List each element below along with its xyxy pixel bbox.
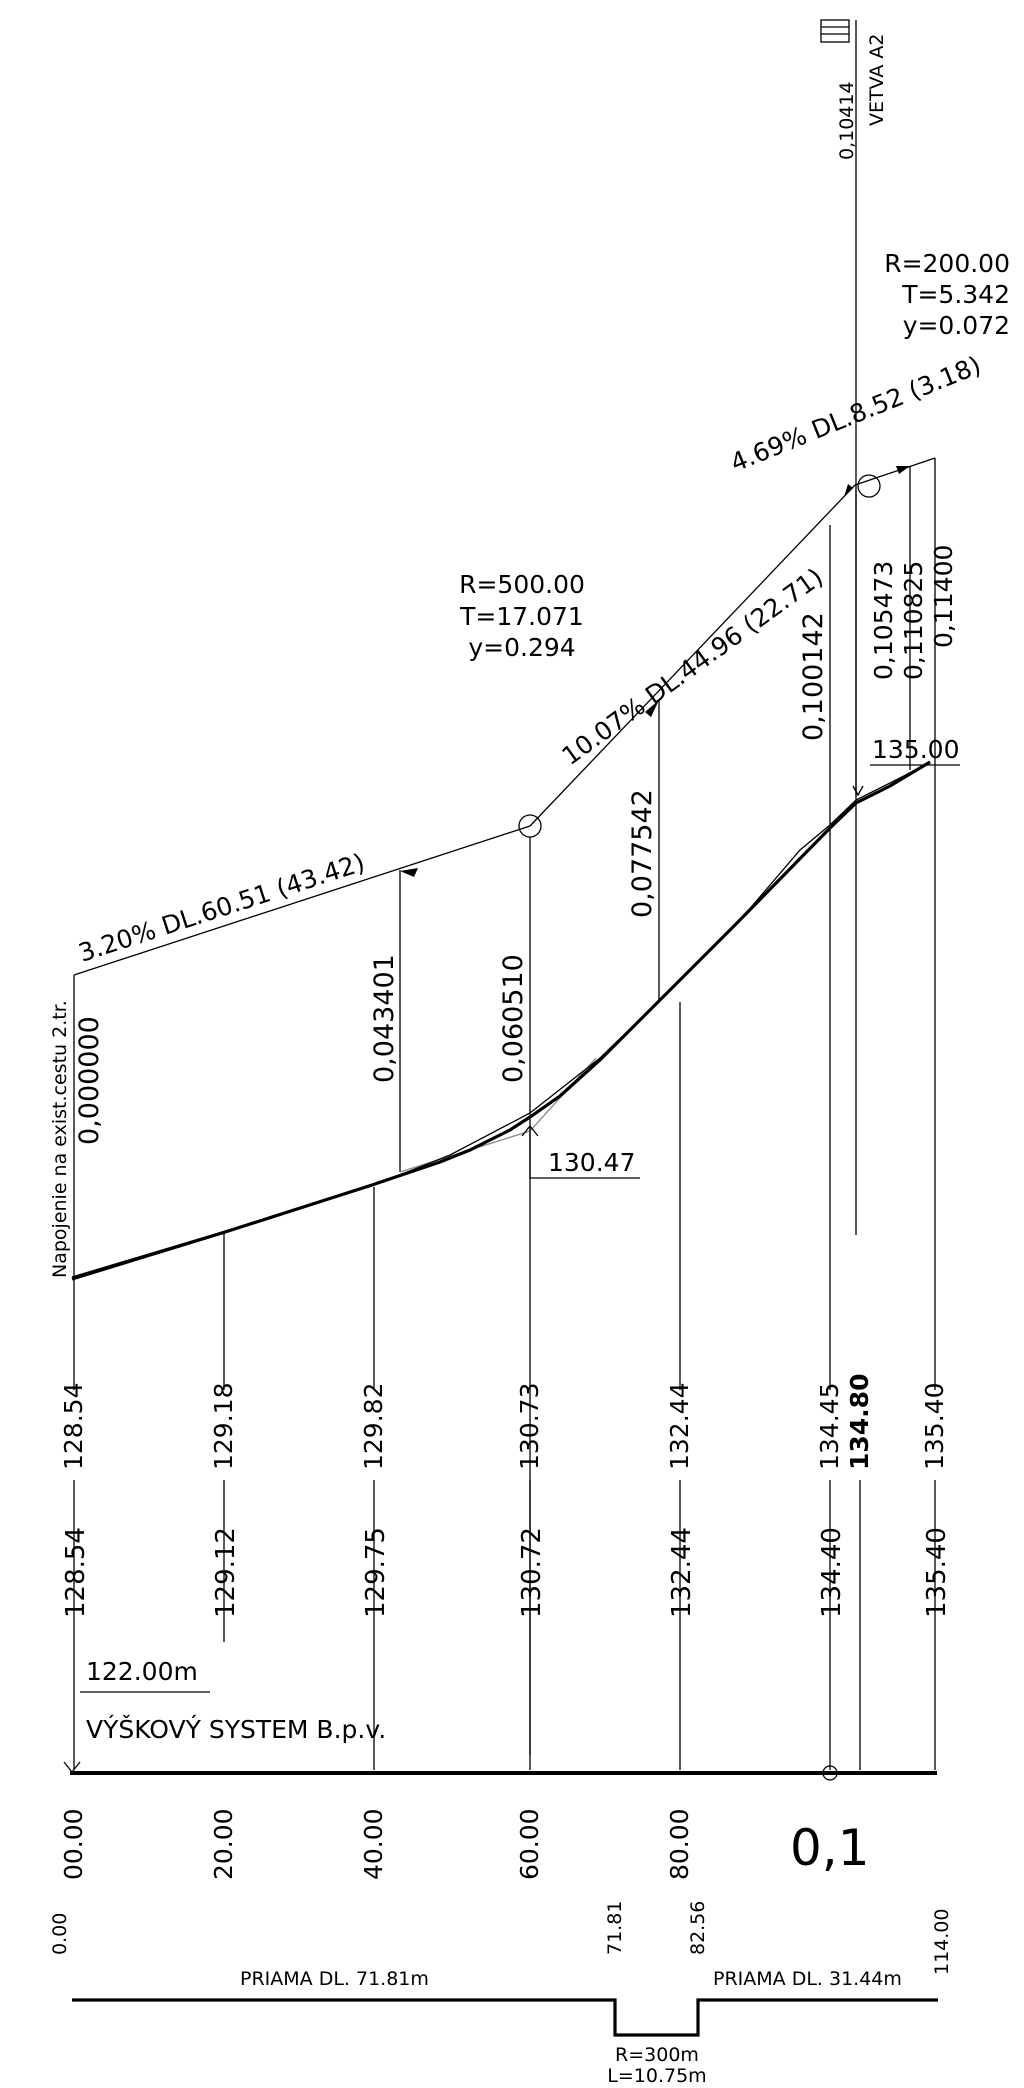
- straight-label-2: PRIAMA DL. 31.44m: [713, 1968, 902, 1990]
- terrain-elevation: 134.40: [817, 1527, 847, 1618]
- chainage-label: 0,110825: [899, 561, 928, 680]
- terrain-elevation: 129.12: [211, 1527, 241, 1618]
- terrain-elevation-row: 128.54 129.12 129.75 130.72 132.44 134.4…: [61, 1527, 952, 1618]
- datum: 122.00m VÝŠKOVÝ SYSTEM B.p.v.: [63, 1657, 937, 1781]
- vc1-tangent: T=5.342: [901, 280, 1010, 309]
- grade-arrow: [896, 466, 910, 474]
- design-elevation: 132.44: [665, 1383, 694, 1470]
- vc1-ordinate: y=0.072: [903, 311, 1010, 340]
- station-label: 40.00: [359, 1808, 388, 1880]
- grade-label-2: 10.07% DL.44.96 (22.71): [556, 562, 828, 771]
- alignment-point: 114.00: [931, 1909, 953, 1975]
- station-label: 80.00: [665, 1808, 694, 1880]
- straight-label-1: PRIAMA DL. 71.81m: [240, 1968, 429, 1990]
- chainage-label: 0,043401: [369, 954, 400, 1083]
- km-label: 0,1: [790, 1819, 870, 1877]
- vc2-tangent: T=17.071: [459, 602, 584, 631]
- vc2-ordinate: y=0.294: [468, 633, 575, 662]
- alignment-point: 71.81: [604, 1901, 626, 1955]
- design-elevation: 130.73: [515, 1383, 544, 1470]
- terrain-elevation: 129.75: [361, 1527, 391, 1618]
- station-label: 60.00: [515, 1808, 544, 1880]
- design-elevation: 135.40: [920, 1383, 949, 1470]
- vc2-radius: R=500.00: [459, 570, 585, 599]
- grade-label-3: 3.20% DL.60.51 (43.42): [75, 848, 368, 968]
- elevation-value: 130.47: [548, 1148, 635, 1177]
- elevation-mark-135: 135.00: [870, 735, 960, 766]
- datum-marker: [822, 1765, 838, 1781]
- chainage-label: 0,000000: [74, 1016, 105, 1145]
- elevation-value: 135.00: [872, 735, 959, 764]
- datum-level: 122.00m: [86, 1657, 198, 1686]
- design-elevation: 134.45: [815, 1383, 844, 1470]
- design-line: [71, 760, 931, 1281]
- band-lines: [73, 760, 936, 1770]
- alignment-line: [72, 1998, 938, 2037]
- branch-name: VETVA A2: [866, 33, 888, 126]
- terrain-elevation: 128.54: [61, 1527, 91, 1618]
- terrain-elevation: 132.44: [667, 1527, 697, 1618]
- vc1-radius: R=200.00: [884, 249, 1010, 278]
- design-elevation-row: 128.54 129.18 129.82 130.73 132.44 134.4…: [59, 1374, 949, 1470]
- design-elevation: 129.82: [359, 1383, 388, 1470]
- curve-radius: R=300m: [615, 2044, 699, 2066]
- datum-system: VÝŠKOVÝ SYSTEM B.p.v.: [86, 1714, 386, 1744]
- grade-arrow: [844, 484, 853, 497]
- chainage-label: 0,060510: [498, 954, 529, 1083]
- branch-chainage: 0,10414: [836, 81, 858, 160]
- station-row: 00.00 20.00 40.00 60.00 80.00 0,1: [59, 1808, 870, 1880]
- chainage-label: 0,077542: [627, 789, 658, 918]
- branch-symbol: [820, 19, 850, 43]
- chainage-label: 0,11400: [929, 545, 958, 648]
- design-elevation: 134.80: [845, 1374, 874, 1470]
- grade-arrow: [400, 868, 418, 877]
- curve-length: L=10.75m: [607, 2065, 706, 2087]
- grade-arrow: [645, 700, 659, 717]
- design-elevation: 128.54: [59, 1383, 88, 1470]
- alignment-point: 82.56: [687, 1901, 709, 1955]
- vertical-curve-1: R=200.00 T=5.342 y=0.072: [884, 249, 1010, 340]
- vertex-circle: [857, 474, 881, 498]
- station-label: 20.00: [209, 1808, 238, 1880]
- horizontal-alignment: 0.00 71.81 82.56 114.00 PRIAMA DL. 71.81…: [49, 1901, 953, 2087]
- terrain-elevation: 135.40: [922, 1527, 952, 1618]
- design-elevation: 129.18: [209, 1383, 238, 1470]
- station-label: 00.00: [59, 1808, 88, 1880]
- terrain-elevation: 130.72: [517, 1527, 547, 1618]
- start-connection-note: Napojenie na exist.cestu 2.tr.: [49, 1000, 71, 1278]
- elevation-mark-130: 130.47: [521, 1124, 640, 1179]
- chainage-label: 0,105473: [869, 561, 898, 680]
- vertical-curve-2: R=500.00 T=17.071 y=0.294: [459, 570, 585, 662]
- chainage-label: 0,100142: [798, 612, 829, 741]
- chainage-labels: 0,000000 0,043401 0,060510 0,077542 0,10…: [74, 545, 958, 1145]
- alignment-point: 0.00: [49, 1913, 71, 1955]
